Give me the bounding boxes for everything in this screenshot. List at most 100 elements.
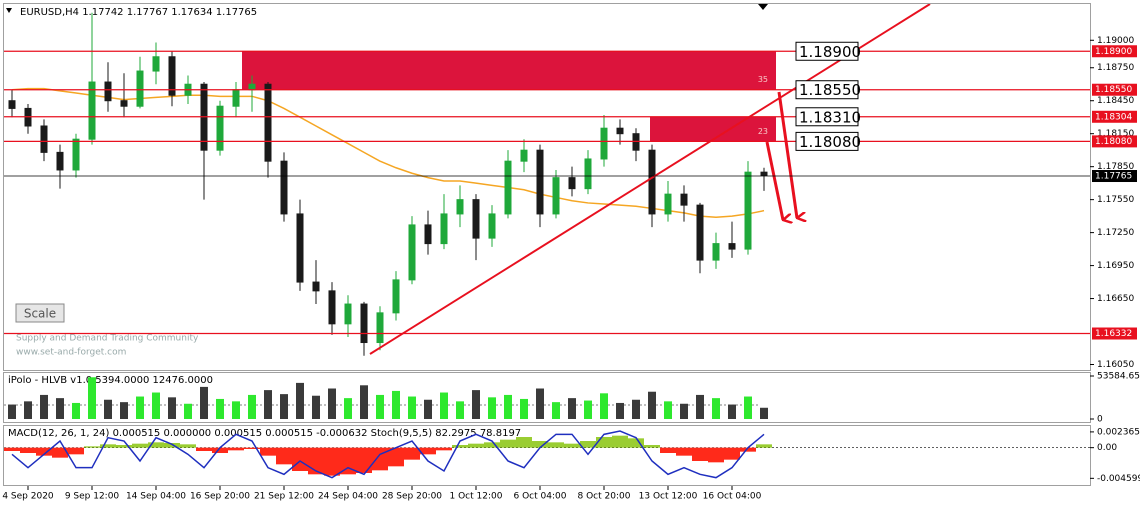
candle-body	[136, 70, 144, 107]
scale-button[interactable]	[15, 303, 65, 323]
macd-bar	[292, 447, 308, 471]
candle-body	[728, 243, 736, 250]
arrow	[765, 141, 783, 220]
candle-body	[568, 177, 576, 190]
macd-bar	[68, 447, 84, 455]
trend-line	[369, 4, 931, 355]
volume-bar	[312, 395, 320, 419]
candle-body	[456, 199, 464, 215]
candle-body	[584, 158, 592, 190]
candle-body	[88, 81, 96, 140]
y-tick-label: 1.18750	[1097, 63, 1134, 73]
macd-bar	[372, 447, 388, 471]
candle-body	[104, 81, 112, 102]
volume-bar	[72, 402, 80, 419]
volume-bar	[728, 404, 736, 419]
candle-body	[552, 177, 560, 215]
scale-button-label[interactable]: Scale	[24, 307, 56, 321]
volume-bar	[664, 401, 672, 419]
macd-bar	[548, 442, 564, 448]
candle-body	[328, 290, 336, 325]
macd-bar	[84, 446, 100, 448]
volume-bar	[616, 402, 624, 419]
level-label: 1.16332	[1095, 329, 1132, 339]
volume-bar	[568, 398, 576, 419]
callout-label: 1.18310	[799, 108, 861, 126]
macd-bar	[484, 442, 500, 448]
macd-bar	[516, 437, 532, 448]
macd-bar	[356, 447, 372, 473]
macd-bar	[692, 447, 708, 461]
candle-body	[488, 213, 496, 239]
x-tick-label: 13 Oct 12:00	[639, 492, 698, 502]
price-label: 1.17765	[1095, 172, 1132, 182]
shift-marker	[758, 4, 768, 10]
macd-bar	[180, 444, 196, 448]
macd-bar	[52, 447, 68, 458]
macd-bar	[404, 447, 420, 460]
candle-body	[760, 171, 768, 176]
macd-bar	[100, 444, 116, 448]
volume-bar	[24, 401, 32, 419]
candle-body	[440, 213, 448, 245]
volume-bar	[376, 394, 384, 419]
volume-bar	[488, 397, 496, 419]
x-tick-label: 4 Sep 2020	[2, 492, 54, 502]
x-tick-label: 28 Sep 20:00	[382, 492, 442, 502]
macd-bar	[228, 447, 244, 451]
candle-body	[40, 125, 48, 153]
candle-body	[120, 100, 128, 107]
y-tick-label: 1.16650	[1097, 294, 1134, 304]
zone-label: 23	[758, 127, 768, 136]
macd-bar	[708, 447, 724, 463]
candle-body	[472, 199, 480, 239]
x-tick-label: 16 Sep 20:00	[190, 492, 250, 502]
level-tag	[1092, 110, 1137, 123]
candle-body	[712, 243, 720, 261]
macd-bar	[420, 447, 436, 455]
volume-bar	[136, 396, 144, 419]
candle-body	[536, 149, 544, 215]
candle-body	[392, 279, 400, 314]
callout-label: 1.18080	[799, 133, 861, 151]
symbol-info: EURUSD,H4 1.17742 1.17767 1.17634 1.1776…	[20, 7, 257, 18]
level-tag	[1092, 327, 1137, 340]
volume-bar	[120, 402, 128, 419]
macd-bar	[612, 435, 628, 448]
candle-body	[344, 303, 352, 325]
zone	[650, 116, 776, 142]
volume-bar	[712, 398, 720, 419]
macd-bar	[676, 447, 692, 456]
zone-label: 35	[758, 75, 768, 84]
signal-line	[11, 430, 765, 479]
macd-bar	[260, 447, 276, 456]
macd-bar	[212, 447, 228, 453]
candle-body	[376, 312, 384, 344]
x-tick-label: 14 Sep 04:00	[126, 492, 186, 502]
volume-title: iPolo - HLVB v1.0 5394.0000 12476.0000	[8, 375, 213, 386]
price-tag	[1092, 170, 1137, 183]
candle-body	[616, 127, 624, 135]
volume-bar	[296, 382, 304, 419]
callout-box	[795, 131, 859, 151]
volume-bar	[232, 401, 240, 419]
volume-bar	[8, 404, 16, 419]
level-label: 1.18304	[1095, 112, 1132, 122]
volume-bar	[248, 394, 256, 419]
macd-bar	[20, 447, 36, 453]
volume-bar	[104, 399, 112, 419]
candle-body	[648, 149, 656, 215]
macd-bar	[132, 443, 148, 448]
candle-body	[72, 138, 80, 171]
candle-body	[248, 83, 256, 91]
y-tick-label: 1.18450	[1097, 96, 1134, 106]
volume-bar	[504, 394, 512, 419]
level-label: 1.18550	[1095, 85, 1132, 95]
macd-bar	[740, 447, 756, 452]
volume-bar	[520, 398, 528, 419]
volume-bar	[344, 398, 352, 419]
candle-body	[8, 100, 16, 109]
x-tick-label: 6 Oct 04:00	[514, 492, 567, 502]
macd-panel	[3, 425, 1091, 486]
candle-body	[152, 56, 160, 72]
